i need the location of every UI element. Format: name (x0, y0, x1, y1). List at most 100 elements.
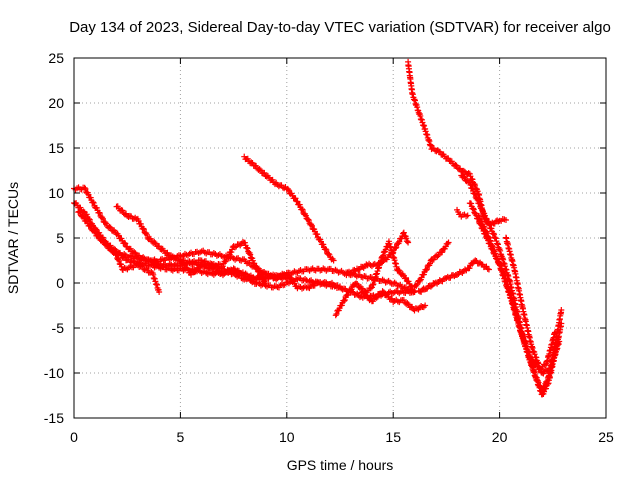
data-point (345, 291, 352, 298)
data-point (483, 230, 490, 237)
data-point (490, 230, 497, 237)
data-point (440, 276, 447, 283)
data-point (423, 266, 430, 273)
data-point (299, 206, 305, 213)
data-point (207, 265, 214, 272)
data-point (485, 233, 492, 240)
data-point (296, 201, 303, 208)
data-point (480, 223, 487, 230)
data-point (481, 224, 488, 231)
data-point (331, 283, 338, 290)
data-point (287, 275, 294, 282)
data-point (414, 305, 421, 312)
data-point (137, 220, 144, 227)
data-point (309, 281, 316, 288)
data-point (339, 286, 346, 293)
data-point (80, 215, 87, 222)
data-point (107, 224, 114, 231)
data-point (261, 169, 268, 176)
data-point (402, 274, 409, 281)
series-track-13 (405, 58, 509, 228)
chart-title: Day 134 of 2023, Sidereal Day-to-day VTE… (69, 19, 611, 36)
data-point (430, 256, 437, 263)
data-point (99, 215, 106, 222)
series-track-12 (415, 257, 492, 295)
data-point (483, 215, 490, 222)
data-point (285, 187, 292, 194)
data-point (393, 244, 400, 251)
series-track-5 (92, 225, 163, 295)
data-point (255, 272, 262, 279)
data-point (411, 289, 418, 295)
data-point (275, 273, 282, 280)
data-point (396, 238, 403, 245)
data-point (90, 199, 97, 206)
data-point (142, 265, 149, 272)
data-point (286, 273, 293, 280)
data-point (404, 238, 411, 245)
data-point (444, 240, 451, 247)
x-tick-label: 20 (492, 429, 508, 445)
data-point (227, 266, 234, 273)
data-point (100, 234, 107, 241)
data-point (121, 239, 128, 246)
data-point (112, 251, 119, 258)
data-point (416, 277, 423, 284)
data-point (466, 265, 473, 272)
data-marks (71, 58, 565, 398)
data-point (127, 245, 134, 252)
data-point (275, 183, 282, 190)
data-point (299, 207, 306, 214)
data-point (82, 185, 89, 192)
data-point (445, 239, 452, 246)
data-point (93, 226, 100, 233)
data-point (302, 212, 309, 219)
data-point (256, 166, 263, 173)
data-point (77, 209, 84, 216)
data-point (436, 277, 443, 284)
data-point (102, 219, 109, 226)
data-point (558, 307, 565, 313)
data-point (467, 181, 474, 188)
data-point (469, 185, 476, 192)
data-point (461, 174, 468, 181)
data-point (478, 218, 485, 225)
y-tick-label: 25 (48, 50, 64, 66)
data-point (374, 293, 381, 300)
data-point (200, 263, 207, 270)
data-point (166, 253, 173, 260)
data-point (281, 271, 288, 278)
data-point (247, 251, 254, 258)
data-point (246, 273, 253, 280)
data-point (332, 312, 339, 319)
data-point (251, 275, 258, 282)
data-point (226, 252, 233, 259)
data-point (530, 358, 537, 365)
series-track-18 (454, 206, 471, 220)
x-tick-label: 10 (279, 429, 295, 445)
data-point (86, 216, 93, 223)
data-point (228, 249, 235, 256)
data-point (454, 271, 461, 278)
data-point (471, 180, 478, 187)
data-point (404, 300, 411, 307)
data-point (305, 284, 312, 291)
data-point (283, 269, 290, 276)
data-point (403, 235, 410, 242)
data-point (458, 269, 465, 276)
data-point (348, 286, 355, 293)
data-point (470, 206, 477, 213)
data-point (405, 239, 412, 246)
data-point (465, 170, 472, 177)
y-tick-label: 10 (48, 185, 64, 201)
data-point (434, 253, 441, 260)
y-tick-label: -5 (52, 320, 65, 336)
data-point (222, 268, 229, 275)
data-point (330, 257, 337, 264)
data-point (373, 294, 380, 301)
data-point (457, 165, 464, 172)
data-point (469, 176, 476, 183)
data-point (177, 256, 184, 263)
data-point (400, 229, 407, 236)
data-point (400, 296, 407, 303)
